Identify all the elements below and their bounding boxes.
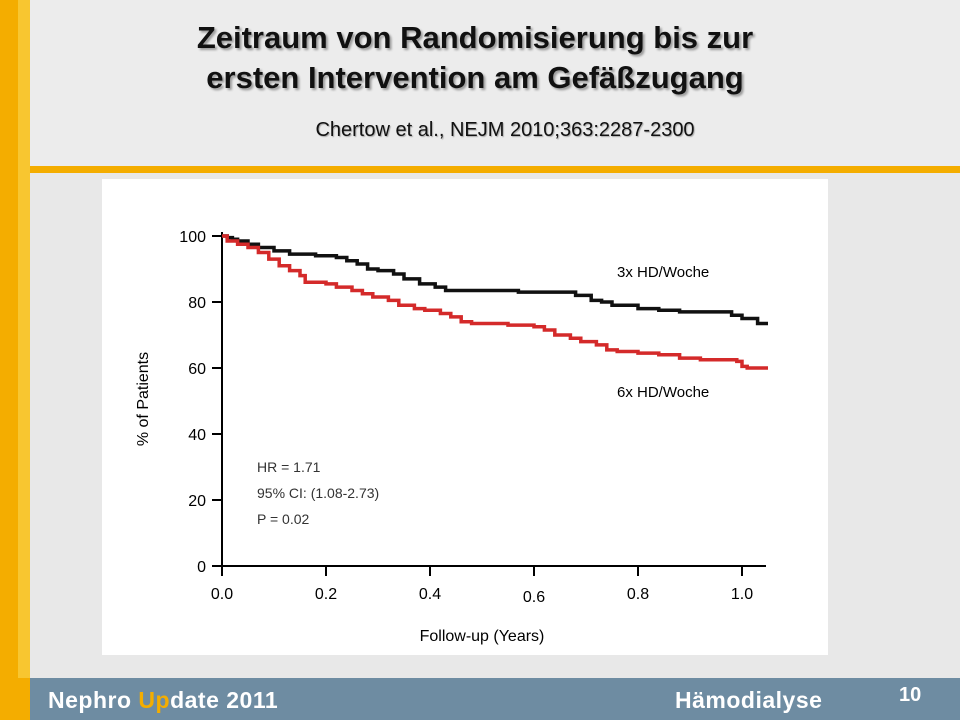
x-tick-label: 0.6 bbox=[523, 589, 545, 606]
annotation-p: P = 0.02 bbox=[257, 511, 310, 527]
page-number: 10 bbox=[899, 684, 922, 706]
left-accent-stripe-highlight bbox=[18, 0, 30, 720]
header-divider bbox=[30, 166, 960, 173]
y-tick-label: 0 bbox=[197, 559, 206, 576]
y-tick-label: 20 bbox=[188, 493, 206, 510]
y-tick-label: 40 bbox=[188, 427, 206, 444]
citation: Chertow et al., NEJM 2010;363:2287-2300 bbox=[315, 119, 695, 141]
y-axis-label: % of Patients bbox=[135, 352, 152, 446]
y-tick-label: 100 bbox=[179, 229, 206, 246]
series-line-6x bbox=[222, 234, 768, 370]
footer-brand: Nephro Update 2011 bbox=[48, 687, 278, 714]
slide-title-line-2: ersten Intervention am Gefäßzugang bbox=[206, 60, 744, 95]
annotation-hr: HR = 1.71 bbox=[257, 459, 321, 475]
x-tick-label: 0.0 bbox=[211, 586, 233, 603]
series-label-3x: 3x HD/Woche bbox=[617, 264, 709, 281]
series-label-6x: 6x HD/Woche bbox=[617, 384, 709, 401]
x-tick-label: 0.8 bbox=[627, 586, 649, 603]
y-tick-label: 60 bbox=[188, 361, 206, 378]
chart-card: 0 20 40 60 80 100 0.0 0.2 0.4 0.6 0.8 1.0 3x HD/Wo… bbox=[102, 179, 828, 655]
footer-brand-part1: Nephro bbox=[48, 687, 139, 713]
slide-title-line-1: Zeitraum von Randomisierung bis zur bbox=[196, 20, 754, 55]
footer-brand-part2: date 2011 bbox=[170, 687, 279, 713]
footer-brand-highlight: Up bbox=[138, 687, 171, 713]
kaplan-meier-chart: 0 20 40 60 80 100 0.0 0.2 0.4 0.6 0.8 1.0 3x HD/Wo… bbox=[135, 229, 768, 645]
x-tick-label: 1.0 bbox=[731, 586, 753, 603]
x-axis-label: Follow-up (Years) bbox=[420, 628, 545, 645]
slide-title: Zeitraum von Randomisierung bis zur erst… bbox=[110, 18, 840, 98]
footer-section: Hämodialyse bbox=[675, 687, 823, 713]
x-tick-label: 0.4 bbox=[419, 586, 441, 603]
y-tick-label: 80 bbox=[188, 295, 206, 312]
footer-accent-stripe bbox=[0, 678, 30, 720]
header-panel bbox=[30, 0, 960, 166]
footer-bar: Nephro Update 2011 Hämodialyse 10 bbox=[0, 678, 960, 720]
series-line-3x bbox=[222, 234, 768, 326]
x-tick-label: 0.2 bbox=[315, 586, 337, 603]
annotation-ci: 95% CI: (1.08-2.73) bbox=[257, 485, 379, 501]
